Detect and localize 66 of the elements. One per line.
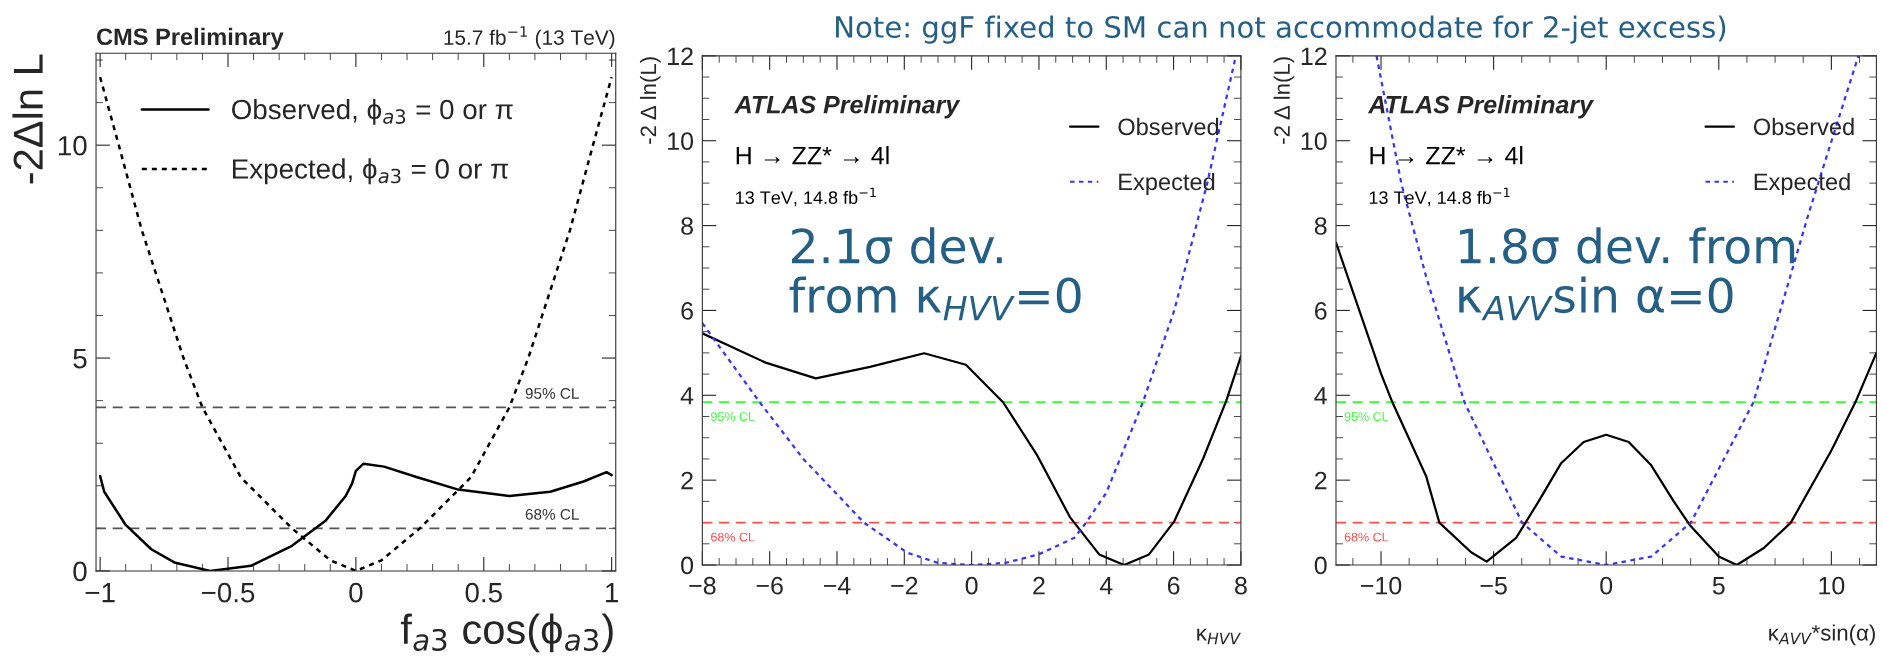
x-tick-label: −0.5 [201,582,255,603]
y-tick-label: 0 [1314,556,1327,575]
y-axis-title: -2 Δ ln(L) [639,57,661,144]
x-tick-label: −6 [756,576,783,595]
chart-title: CMS Preliminary [97,27,284,50]
y-tick-label: 4 [1314,387,1327,405]
x-tick-label: 0 [349,582,363,603]
legend-label: Observed [1753,117,1854,136]
y-tick-label: 12 [668,47,693,65]
ref-line-label: 68% CL [525,508,579,520]
y-tick-label: 10 [668,132,694,151]
y-tick-label: 4 [680,387,694,405]
x-axis-title: κ$_{AVV}$*sin(α) [1769,624,1875,646]
legend-label: Expected, ϕ$_{a3}$ = 0 or π [232,158,509,185]
y-tick-label: 10 [58,135,87,156]
y-tick-label: 2 [681,471,693,490]
y-tick-label: 0 [681,556,694,575]
text: Note: ggF fixed to SM can not accommodate for 2-jet excess) [836,15,1726,44]
y-tick-label: 6 [681,302,693,320]
text: ATLAS Preliminary [1367,95,1595,119]
y-tick-label: 5 [73,349,87,369]
x-tick-label: 4 [1099,577,1113,595]
x-tick-label: −8 [689,576,716,595]
x-tick-label: −10 [1361,576,1402,595]
x-tick-label: 1 [606,583,619,603]
legend-label: Observed, ϕ$_{a3}$ = 0 or π [232,98,513,125]
x-tick-label: 6 [1167,576,1180,595]
x-tick-label: −4 [823,577,851,595]
x-tick-label: −2 [891,576,918,595]
x-tick-label: 8 [1235,576,1247,595]
y-tick-label: 10 [1301,132,1327,151]
x-axis-title: f$_{a3}$ cos(ϕ$_{a3}$) [400,613,613,653]
legend-label: Expected [1754,172,1850,195]
x-tick-label: 10 [1819,576,1845,595]
line-series [98,75,613,571]
y-axis-title: -2Δln L [12,54,43,184]
y-tick-label: 0 [73,561,87,582]
annotation: H → ZZ* → 4l [736,146,889,165]
ref-line-label: 95% CL [1344,412,1389,421]
text: ATLAS Preliminary [734,95,961,119]
annotation: 1.8σ dev. from κ$_{AVV}$sin α=0 [1459,227,1795,321]
x-axis-title: κ$_{HVV}$ [1197,628,1241,645]
annotation: H → ZZ* → 4l [1370,146,1523,165]
x-tick-label: −5 [1480,577,1507,595]
annotation: 13 TeV, 14.8 fb$^{−1}$ [736,187,876,207]
text: 15.7 fb$^{−1}$ (13 TeV) [444,26,615,50]
legend-label: Expected [1119,172,1215,195]
y-axis-title: -2 Δ ln(L) [1273,57,1295,144]
y-tick-label: 12 [1301,47,1327,65]
legend-label: Observed [1118,117,1219,136]
x-tick-label: 5 [1712,577,1725,595]
x-tick-label: 0.5 [465,582,502,603]
ref-line-label: 68% CL [1344,532,1389,542]
x-tick-label: 0 [965,576,978,595]
x-tick-label: −1 [85,583,115,603]
y-tick-label: 6 [1315,302,1327,320]
ref-line-label: 95% CL [711,412,755,421]
y-tick-label: 2 [1315,471,1327,490]
ref-line-label: 68% CL [711,532,755,542]
x-tick-label: 2 [1033,576,1045,595]
y-tick-label: 8 [1314,217,1327,235]
y-tick-label: 8 [681,217,693,235]
x-tick-label: 0 [1600,576,1613,595]
annotation: 13 TeV, 14.8 fb$^{−1}$ [1369,187,1510,207]
annotation: 2.1σ dev. from κ$_{HVV}$=0 [789,227,1081,321]
ref-line-label: 95% CL [525,388,579,399]
